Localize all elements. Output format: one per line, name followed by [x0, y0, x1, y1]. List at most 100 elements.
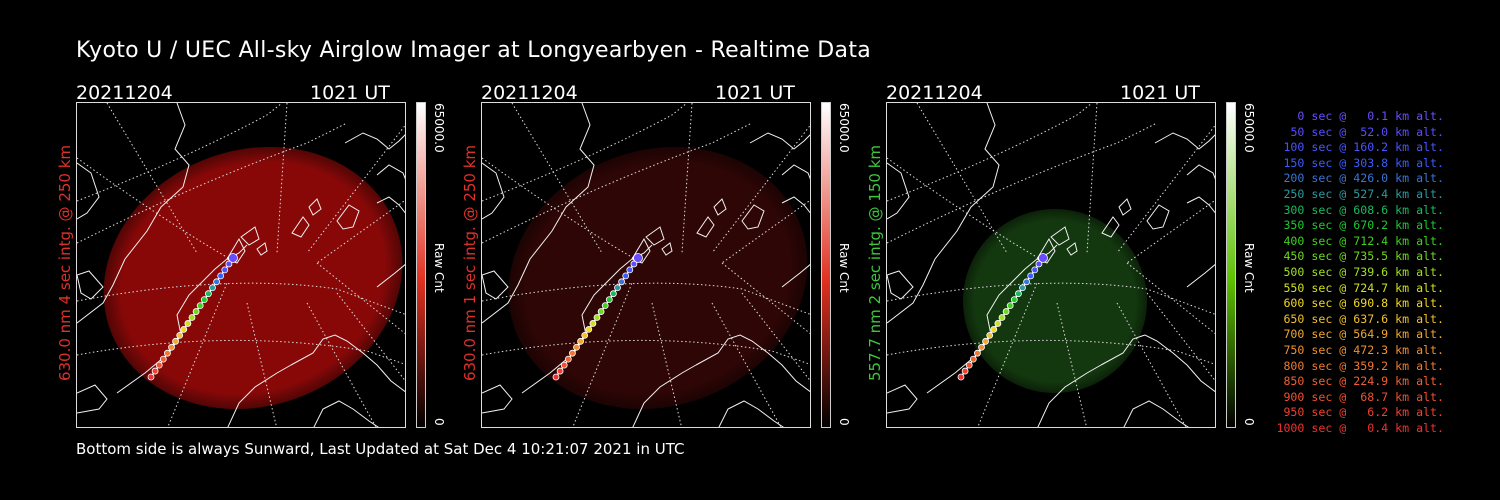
trajectory-point	[1006, 302, 1014, 310]
trajectory-point	[1038, 253, 1048, 263]
trajectory-point	[585, 325, 593, 333]
legend-entry: 500 sec @ 739.6 km alt.	[1283, 264, 1444, 279]
legend-entry: 750 sec @ 472.3 km alt.	[1283, 342, 1444, 357]
trajectory-point	[164, 349, 171, 357]
panel-wavelength-label: 630.0 nm 1 sec intg. @ 250 km	[461, 144, 479, 382]
coastline	[482, 103, 810, 427]
trajectory-point	[188, 314, 196, 321]
trajectory-point	[622, 272, 630, 280]
allsky-image	[886, 102, 1216, 428]
legend-entry: 50 sec @ 52.0 km alt.	[1290, 124, 1444, 139]
panel-time: 1021 UT	[310, 82, 390, 104]
colorbar-min-label: 0	[1242, 418, 1256, 426]
trajectory-point	[978, 343, 985, 351]
trajectory-point	[560, 361, 568, 369]
trajectory-point	[147, 373, 155, 381]
trajectory-point	[159, 355, 167, 363]
colorbar-unit-label: Raw Cnt	[837, 243, 851, 293]
trajectory-point	[1014, 290, 1022, 298]
legend-entry: 300 sec @ 608.6 km alt.	[1283, 202, 1444, 217]
trajectory-point	[1002, 308, 1010, 315]
legend-entry: 200 sec @ 426.0 km alt.	[1283, 171, 1444, 186]
legend-entry: 850 sec @ 224.9 km alt.	[1283, 374, 1444, 389]
trajectory-point	[614, 284, 621, 292]
footer-status: Bottom side is always Sunward, Last Upda…	[76, 440, 685, 458]
trajectory-point	[577, 337, 584, 345]
allsky-image	[481, 102, 811, 428]
trajectory-point	[601, 302, 609, 310]
coastline	[887, 103, 1215, 427]
trajectory-point	[200, 296, 208, 304]
trajectory-point	[630, 260, 638, 268]
airglow-region	[963, 209, 1147, 393]
legend-entry: 250 sec @ 527.4 km alt.	[1283, 186, 1444, 201]
panel-date: 20211204	[481, 82, 578, 104]
trajectory-point	[225, 260, 233, 268]
airglow-region	[103, 146, 403, 410]
legend-entry: 650 sec @ 637.6 km alt.	[1283, 311, 1444, 326]
lat-lon-grid	[887, 103, 1215, 427]
colorbar-max-label: 65000.0	[1242, 103, 1256, 153]
trajectory-point	[1023, 278, 1031, 286]
trajectory-point	[209, 284, 216, 292]
colorbar-unit-label: Raw Cnt	[1242, 243, 1256, 293]
legend-entry: 100 sec @ 160.2 km alt.	[1283, 140, 1444, 155]
legend-entry: 800 sec @ 359.2 km alt.	[1283, 358, 1444, 373]
airglow-region	[508, 146, 808, 410]
trajectory-point	[965, 361, 973, 369]
trajectory-point	[564, 355, 572, 363]
trajectory-point	[573, 343, 580, 351]
trajectory-point	[990, 325, 998, 333]
legend-entry: 350 sec @ 670.2 km alt.	[1283, 218, 1444, 233]
trajectory-point	[184, 320, 192, 327]
trajectory-point	[626, 266, 634, 274]
trajectory-point	[151, 367, 159, 375]
trajectory-point	[957, 373, 965, 381]
trajectory-point	[228, 253, 238, 263]
colorbar-max-label: 65000.0	[432, 103, 446, 153]
trajectory-point	[998, 314, 1006, 321]
trajectory-point	[172, 337, 179, 345]
lat-lon-grid	[77, 103, 405, 427]
trajectory-point	[605, 296, 613, 304]
panel-time: 1021 UT	[715, 82, 795, 104]
colorbar-min-label: 0	[837, 418, 851, 426]
legend-entry: 450 sec @ 735.5 km alt.	[1283, 249, 1444, 264]
allsky-image	[76, 102, 406, 428]
trajectory-point	[217, 272, 225, 280]
satellite-trajectory	[552, 253, 643, 381]
trajectory-point	[974, 349, 981, 357]
satellite-trajectory	[147, 253, 238, 381]
trajectory-point	[204, 290, 212, 298]
panel-date: 20211204	[76, 82, 173, 104]
legend-entry: 700 sec @ 564.9 km alt.	[1283, 327, 1444, 342]
colorbar-unit-label: Raw Cnt	[432, 243, 446, 293]
trajectory-point	[994, 320, 1002, 327]
colorbar	[1226, 102, 1236, 428]
legend-entry: 550 sec @ 724.7 km alt.	[1283, 280, 1444, 295]
legend-entry: 0 sec @ 0.1 km alt.	[1297, 109, 1444, 123]
legend-entry: 900 sec @ 68.7 km alt.	[1283, 389, 1444, 404]
trajectory-point	[552, 373, 560, 381]
trajectory-point	[168, 343, 175, 351]
trajectory-point	[618, 278, 626, 286]
panel-wavelength-label: 557.7 nm 2 sec intg. @ 150 km	[866, 144, 884, 382]
trajectory-point	[986, 331, 994, 339]
trajectory-point	[180, 325, 188, 333]
legend-entry: 150 sec @ 303.8 km alt.	[1283, 155, 1444, 170]
trajectory-point	[221, 266, 229, 274]
page-title: Kyoto U / UEC All-sky Airglow Imager at …	[76, 38, 872, 63]
panel-time: 1021 UT	[1120, 82, 1200, 104]
trajectory-point	[589, 320, 597, 327]
colorbar-max-label: 65000.0	[837, 103, 851, 153]
legend-entry: 600 sec @ 690.8 km alt.	[1283, 296, 1444, 311]
allsky-map	[887, 103, 1215, 427]
trajectory-point	[593, 314, 601, 321]
trajectory-point	[961, 367, 969, 375]
trajectory-point	[1027, 272, 1035, 280]
trajectory-point	[609, 290, 617, 298]
trajectory-point	[196, 302, 204, 310]
colorbar	[416, 102, 426, 428]
legend-entry: 1000 sec @ 0.4 km alt.	[1276, 420, 1444, 435]
trajectory-point	[982, 337, 989, 345]
